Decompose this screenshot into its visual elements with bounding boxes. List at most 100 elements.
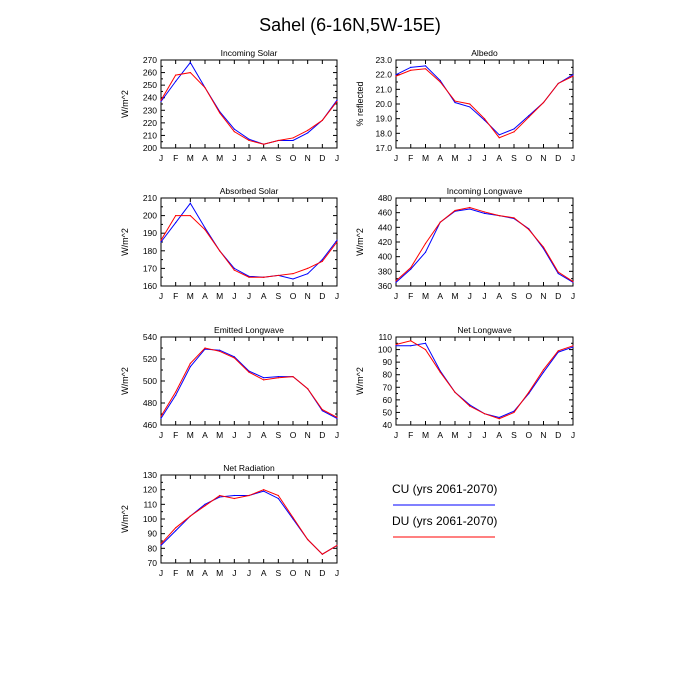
x-tick-label: D xyxy=(319,430,325,440)
data-point-du xyxy=(424,68,427,70)
data-point-cu xyxy=(557,272,559,275)
legend-du-label: DU (yrs 2061-2070) xyxy=(392,514,497,528)
data-point-cu xyxy=(307,132,309,134)
data-point-du xyxy=(498,215,500,217)
panel-incoming-solar: Incoming Solar W/m^2 200 210 220 230 240 250 260… xyxy=(120,48,339,163)
data-point-du xyxy=(395,343,397,346)
x-tick-label: O xyxy=(290,568,297,578)
data-point-du xyxy=(528,391,530,393)
x-tick-label: J xyxy=(335,430,339,440)
y-axis-label: W/m^2 xyxy=(355,367,365,395)
data-point-du xyxy=(307,267,309,269)
x-tick-label: M xyxy=(451,153,458,163)
data-point-du xyxy=(321,119,323,121)
data-point-du xyxy=(454,209,456,212)
x-tick-label: A xyxy=(496,430,502,440)
y-tick-label: 200 xyxy=(143,211,157,221)
y-tick-label: 210 xyxy=(143,130,157,140)
y-tick-label: 190 xyxy=(143,228,157,238)
y-axis-label: W/m^2 xyxy=(120,228,130,256)
data-point-cu xyxy=(277,376,279,378)
data-point-du xyxy=(160,543,162,545)
data-point-du xyxy=(336,416,338,418)
data-point-cu xyxy=(513,128,515,130)
data-point-du xyxy=(263,489,265,491)
data-point-cu xyxy=(454,101,456,104)
series-line-du xyxy=(160,215,338,278)
data-point-du xyxy=(233,357,235,359)
data-point-du xyxy=(557,271,559,273)
data-point-du xyxy=(542,246,545,248)
data-point-du xyxy=(219,250,221,252)
x-tick-label: S xyxy=(511,291,517,301)
data-point-cu xyxy=(189,366,191,368)
x-tick-label: J xyxy=(335,153,339,163)
y-tick-label: 380 xyxy=(378,266,392,276)
y-axis-label: W/m^2 xyxy=(120,367,130,395)
data-point-du xyxy=(410,69,412,71)
y-tick-label: 80 xyxy=(383,370,393,380)
data-point-cu xyxy=(189,202,191,204)
x-tick-label: F xyxy=(408,291,413,301)
series-line-du xyxy=(160,489,338,555)
y-tick-label: 480 xyxy=(378,193,392,203)
y-tick-label: 160 xyxy=(143,281,157,291)
data-point-cu xyxy=(307,273,309,275)
series-line-du xyxy=(395,340,574,420)
data-point-cu xyxy=(175,80,177,82)
data-point-du xyxy=(233,131,235,133)
x-tick-label: J xyxy=(232,568,236,578)
data-point-du xyxy=(292,137,294,139)
series-line-du xyxy=(395,207,574,283)
data-point-cu xyxy=(336,417,338,419)
data-point-du xyxy=(557,350,559,352)
data-point-du xyxy=(189,515,191,517)
data-point-du xyxy=(233,497,235,500)
data-point-cu xyxy=(572,74,574,76)
x-tick-label: A xyxy=(202,291,208,301)
data-point-cu xyxy=(219,349,221,351)
panel-incoming-longwave: Incoming Longwave W/m^2 360 380 400 420 440 460… xyxy=(355,186,575,301)
x-tick-label: M xyxy=(216,430,223,440)
data-point-du xyxy=(248,276,250,278)
x-tick-label: A xyxy=(202,153,208,163)
x-tick-label: J xyxy=(482,430,486,440)
x-tick-label: O xyxy=(525,430,532,440)
x-tick-label: J xyxy=(482,153,486,163)
data-point-cu xyxy=(189,61,191,64)
data-point-du xyxy=(263,143,265,145)
x-tick-label: F xyxy=(173,153,178,163)
data-point-du xyxy=(160,239,162,241)
x-tick-label: A xyxy=(261,568,267,578)
data-point-cu xyxy=(277,497,279,500)
x-tick-label: A xyxy=(202,568,208,578)
data-point-du xyxy=(219,112,221,114)
data-point-cu xyxy=(219,496,221,498)
data-point-du xyxy=(204,505,206,507)
data-point-du xyxy=(498,418,500,420)
data-point-cu xyxy=(336,99,338,101)
x-tick-label: J xyxy=(232,153,236,163)
data-point-du xyxy=(336,241,338,243)
data-point-cu xyxy=(160,100,162,103)
data-point-du xyxy=(321,260,323,262)
x-tick-label: J xyxy=(571,430,575,440)
x-tick-label: A xyxy=(437,430,443,440)
data-point-cu xyxy=(336,239,338,241)
x-tick-label: J xyxy=(468,291,472,301)
x-tick-label: J xyxy=(247,430,251,440)
data-point-cu xyxy=(233,356,235,358)
x-tick-label: M xyxy=(422,291,429,301)
data-point-cu xyxy=(175,222,177,224)
data-point-du xyxy=(424,348,427,351)
data-point-du xyxy=(277,494,279,497)
data-point-du xyxy=(292,516,294,519)
y-tick-label: 50 xyxy=(383,407,393,417)
data-point-du xyxy=(424,242,427,245)
y-axis-label: W/m^2 xyxy=(120,505,130,533)
y-tick-label: 110 xyxy=(378,332,392,342)
panel-albedo: Albedo % reflected 17.0 18.0 19.0 20.0 21.0 22.… xyxy=(355,48,575,163)
data-point-du xyxy=(528,228,530,231)
data-point-du xyxy=(160,99,162,101)
